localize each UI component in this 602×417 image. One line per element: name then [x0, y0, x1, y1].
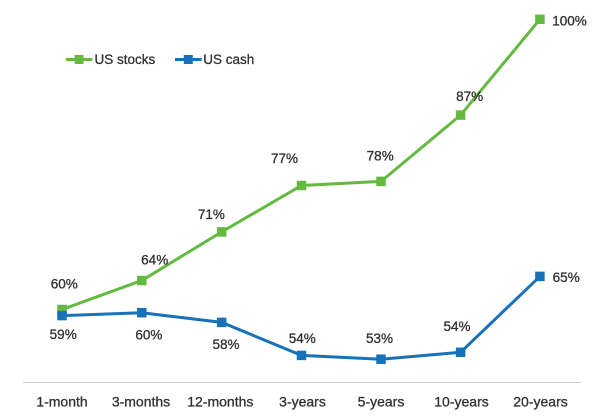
- svg-text:5-years: 5-years: [358, 393, 405, 409]
- svg-text:65%: 65%: [553, 270, 580, 285]
- svg-text:12-months: 12-months: [187, 393, 253, 409]
- svg-text:59%: 59%: [50, 327, 77, 342]
- svg-text:77%: 77%: [271, 151, 298, 166]
- svg-text:87%: 87%: [456, 89, 483, 104]
- svg-text:US cash: US cash: [203, 52, 254, 67]
- svg-text:20-years: 20-years: [513, 393, 567, 409]
- svg-text:US stocks: US stocks: [95, 52, 156, 67]
- svg-text:53%: 53%: [366, 331, 393, 346]
- svg-text:3-years: 3-years: [279, 393, 326, 409]
- svg-text:60%: 60%: [51, 277, 78, 292]
- svg-text:60%: 60%: [135, 327, 162, 342]
- svg-text:58%: 58%: [212, 337, 239, 352]
- svg-text:1-month: 1-month: [36, 393, 87, 409]
- svg-text:100%: 100%: [552, 13, 587, 28]
- svg-text:78%: 78%: [367, 148, 394, 163]
- svg-text:54%: 54%: [289, 331, 316, 346]
- svg-text:71%: 71%: [198, 207, 225, 222]
- svg-text:3-months: 3-months: [112, 393, 170, 409]
- svg-text:64%: 64%: [141, 252, 168, 267]
- svg-text:54%: 54%: [443, 319, 470, 334]
- svg-text:10-years: 10-years: [434, 393, 488, 409]
